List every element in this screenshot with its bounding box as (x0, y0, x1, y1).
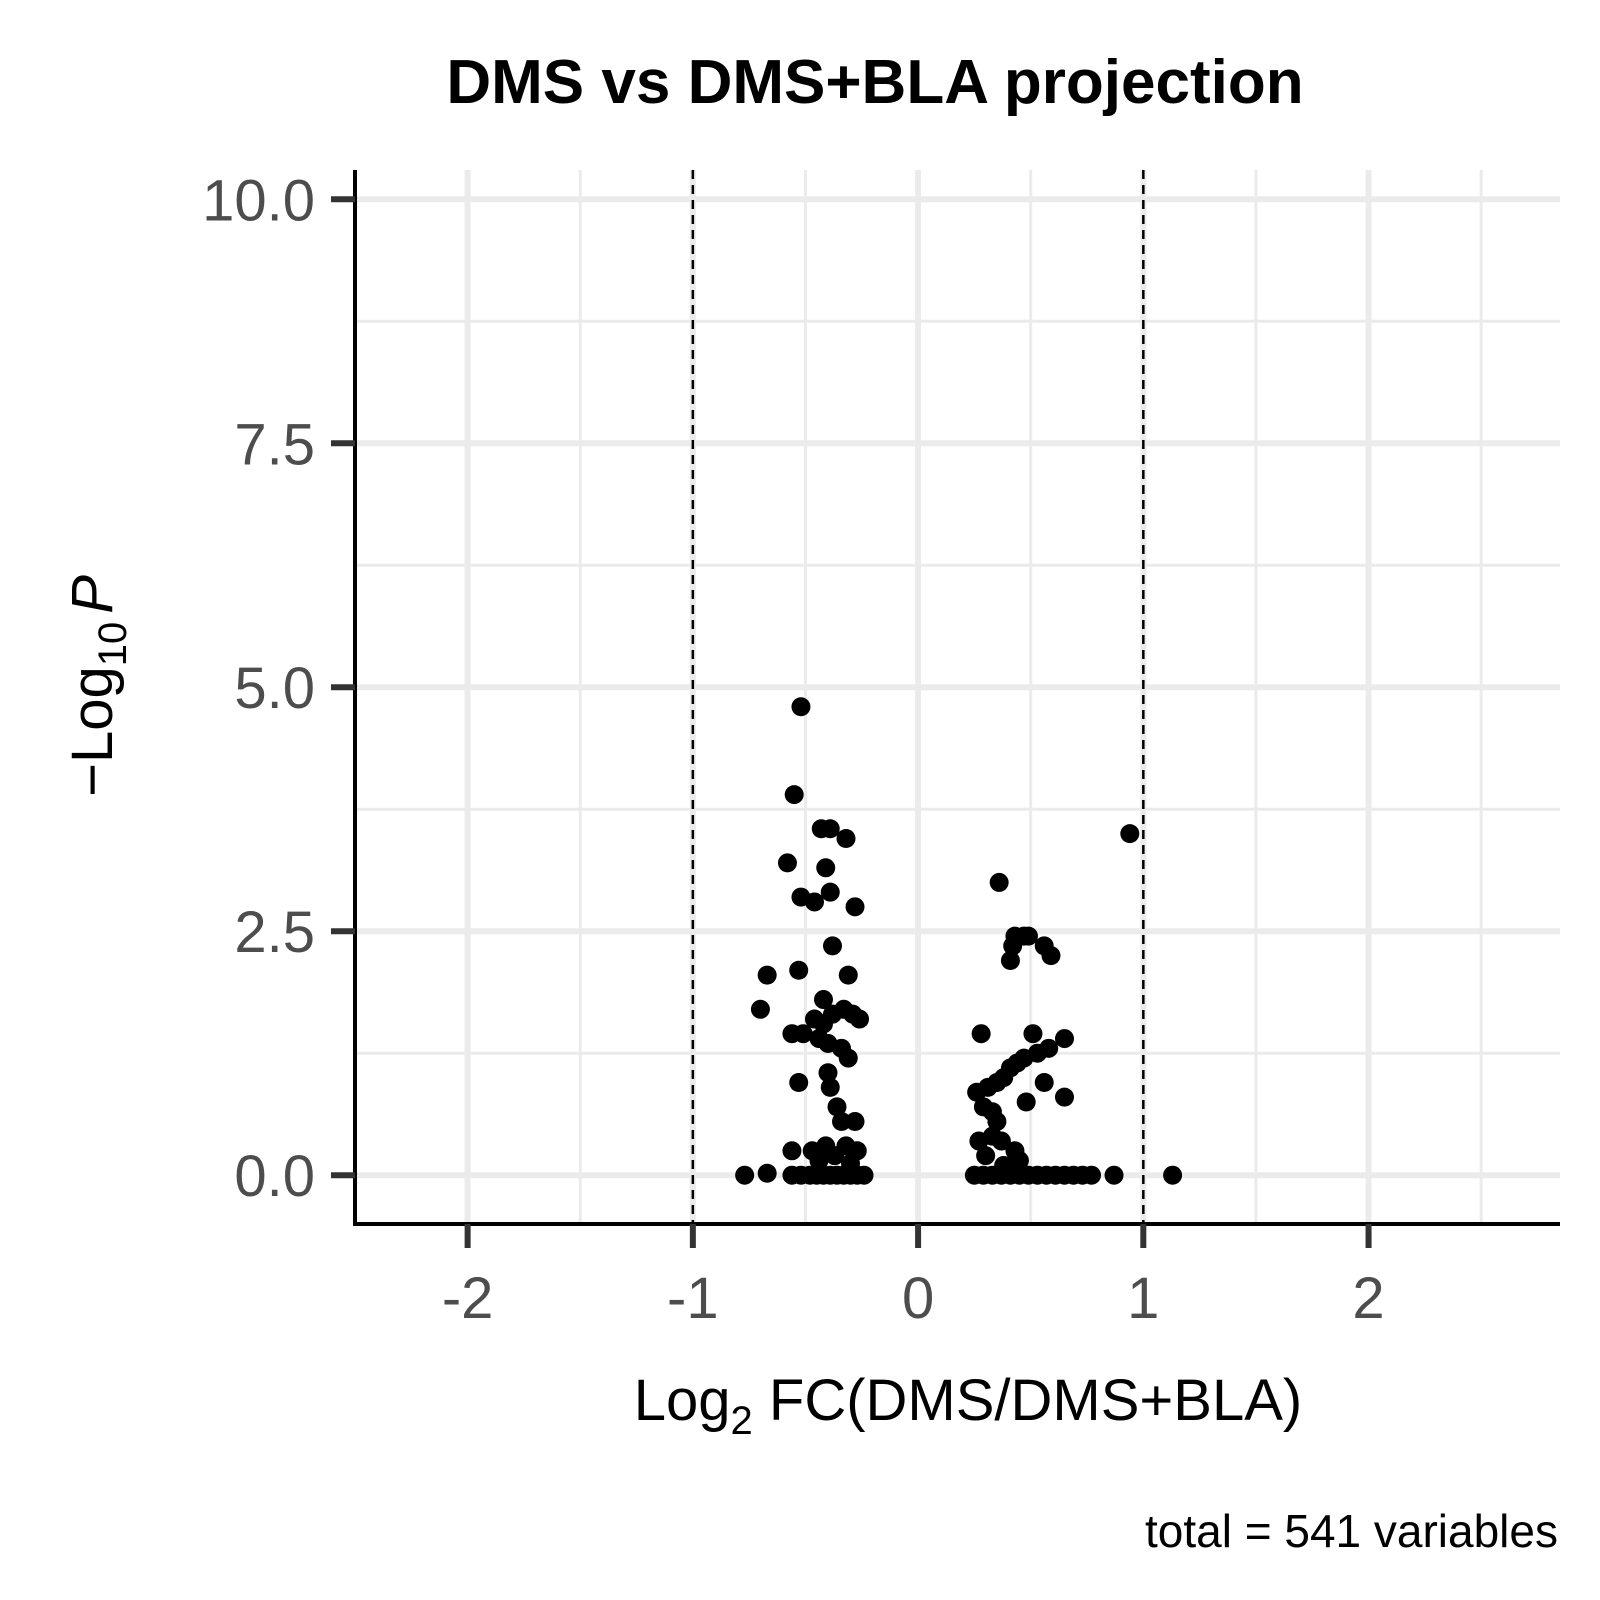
data-point (813, 990, 833, 1010)
y-tick-label: 2.5 (234, 900, 315, 965)
data-point (989, 872, 1009, 892)
x-tick-label: -2 (442, 1266, 494, 1331)
chart-title: DMS vs DMS+BLA projection (446, 48, 1303, 117)
tick-labels: 0.0 2.5 5.0 7.5 10.0 -2 -1 0 1 2 (202, 168, 1385, 1331)
data-point (1034, 1072, 1054, 1092)
y-axis-title: −Log10P (60, 575, 135, 797)
data-point (820, 819, 840, 839)
data-point (793, 1024, 813, 1044)
data-point (750, 999, 770, 1019)
fold-change-cutoffs (691, 170, 1145, 1224)
data-point (782, 1141, 802, 1161)
data-point (804, 892, 824, 912)
x-axis-title: Log2 FC(DMS/DMS+BLA) (634, 1368, 1302, 1443)
y-tick-label: 0.0 (234, 1144, 315, 1209)
data-point (1104, 1165, 1124, 1185)
data-point (1003, 936, 1023, 956)
data-point (816, 858, 836, 878)
data-point (789, 1072, 809, 1092)
data-point (1018, 926, 1038, 946)
x-tick-label: 2 (1352, 1266, 1384, 1331)
data-point (818, 1063, 838, 1083)
data-point (836, 829, 856, 849)
x-tick-label: -1 (667, 1266, 719, 1331)
data-point (1054, 1029, 1074, 1049)
data-point (757, 965, 777, 985)
data-point (969, 1131, 989, 1151)
data-point (827, 1097, 847, 1117)
data-point (822, 936, 842, 956)
data-point (1023, 1024, 1043, 1044)
data-point (971, 1024, 991, 1044)
data-point (976, 1146, 996, 1166)
data-point (1009, 1151, 1029, 1171)
data-point (838, 965, 858, 985)
y-tick-label: 10.0 (202, 168, 315, 233)
data-point (1041, 946, 1061, 966)
data-point (820, 1077, 840, 1097)
data-point (777, 853, 797, 873)
data-point (1000, 951, 1020, 970)
data-point (1120, 824, 1140, 844)
axes (331, 170, 1560, 1248)
data-point (987, 1112, 1007, 1132)
x-tick-label: 0 (902, 1266, 934, 1331)
data-point (967, 1082, 987, 1102)
data-point (789, 960, 809, 980)
data-point (735, 1165, 755, 1185)
data-point (991, 1131, 1011, 1151)
data-point (850, 1009, 870, 1029)
data-point (820, 882, 840, 902)
x-tick-label: 1 (1127, 1266, 1159, 1331)
data-point (784, 785, 804, 805)
data-point (757, 1163, 777, 1183)
data-point (791, 697, 811, 717)
data-point (854, 1165, 874, 1185)
data-point (845, 1112, 865, 1132)
y-tick-label: 7.5 (234, 412, 315, 477)
data-point (838, 1048, 858, 1068)
data-points (735, 697, 1183, 1185)
data-point (1054, 1087, 1074, 1107)
chart-caption: total = 541 variables (1145, 1505, 1558, 1557)
data-point (1016, 1092, 1036, 1112)
y-tick-label: 5.0 (234, 656, 315, 721)
data-point (1082, 1165, 1102, 1185)
data-point (832, 1112, 852, 1132)
data-point (845, 897, 865, 917)
data-point (1163, 1165, 1183, 1185)
data-point (809, 1151, 829, 1171)
grid (355, 170, 1560, 1224)
